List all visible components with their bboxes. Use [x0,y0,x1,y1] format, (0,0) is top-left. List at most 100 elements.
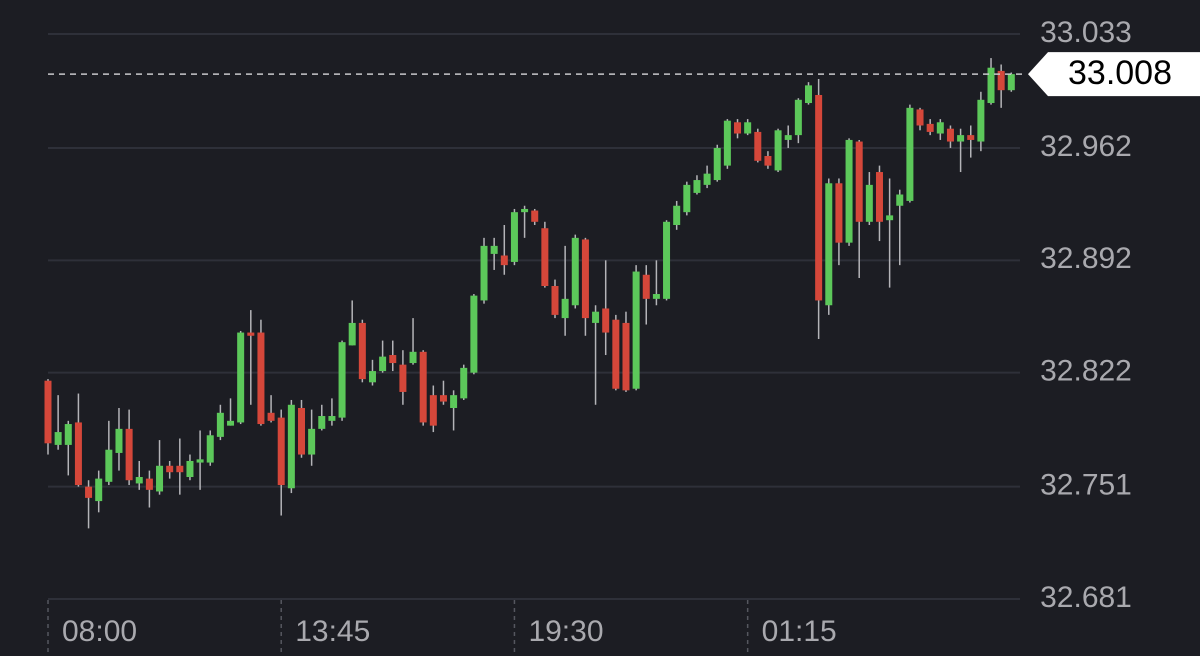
candle-body [531,210,539,222]
candle-body [74,422,82,486]
candle-body [135,477,143,484]
candle-body [399,364,407,392]
candle-body [206,435,214,463]
candle-body [622,322,630,391]
candle-body [166,465,174,473]
candle-body [105,449,113,482]
candle-body [277,417,285,486]
candle-body [652,294,660,299]
candle-body [176,465,184,473]
candle-body [703,173,711,185]
candle-body [896,194,904,206]
x-tick-label: 08:00 [62,615,137,648]
candle-body [460,367,468,399]
candle-body [835,183,843,243]
candle-body [592,311,600,323]
candle-body [490,245,498,254]
x-tick-label: 19:30 [528,615,603,648]
candle-body [845,139,853,243]
candle-body [825,183,833,306]
candle-body [287,404,295,489]
candle-body [612,319,620,389]
candle-body [794,99,802,136]
candle-body [602,308,610,333]
candle-body [916,109,924,126]
candle-body [1007,74,1015,91]
candle-body [125,428,133,481]
candle-body [95,478,103,502]
candle-body [409,351,417,364]
candle-body [521,208,529,213]
candle-body [865,184,873,222]
candle-body [429,395,437,426]
candle-body [683,184,691,213]
candle-body [754,131,762,161]
candle-body [338,342,346,418]
candle-body [237,332,245,423]
y-tick-label: 33.033 [1040,16,1132,49]
candle-body [926,123,934,132]
y-tick-label: 32.681 [1040,581,1132,614]
candle-body [379,356,387,372]
candle-body [196,459,204,463]
candle-body [450,395,458,408]
x-tick-label: 01:15 [762,615,837,648]
candle-body [713,147,721,181]
candle-body [308,428,316,455]
candle-body [693,180,701,193]
candle-body [247,332,255,336]
candle-body [267,412,275,421]
candle-body [875,172,883,222]
x-tick-label: 13:45 [295,615,370,648]
candle-body [115,428,123,453]
candle-body [44,380,52,444]
candle-body [500,255,508,266]
candle-body [348,322,356,346]
candle-body [318,416,326,429]
candle-body [480,245,488,301]
candle-body [855,141,863,222]
candle-body [298,407,305,455]
candle-body [734,122,742,134]
candle-body [774,130,782,171]
candle-body [744,122,752,134]
candle-body [957,135,965,142]
candle-body [764,155,772,166]
candle-body [673,205,681,226]
candle-body [328,416,336,421]
candle-body [64,424,72,445]
candle-body [632,271,640,389]
candle-body [581,239,589,319]
candle-body [886,215,894,221]
candle-body [541,228,549,287]
candle-body [216,412,224,437]
candle-body [946,128,954,142]
candle-body [723,120,731,166]
candle-body [906,107,914,201]
candle-body [368,371,376,383]
candle-body [936,122,944,134]
candle-body [977,99,985,142]
candle-body [227,420,235,426]
candle-body [186,460,194,478]
candle-body [54,432,62,445]
candle-body [967,135,975,140]
candle-body [145,478,153,490]
candle-body [358,322,366,380]
candle-body [663,221,671,299]
candle-body [419,351,427,423]
candle-body [987,67,995,104]
candle-body [815,94,823,301]
y-tick-label: 32.892 [1040,242,1132,275]
candle-body [551,286,559,315]
candle-body [470,295,478,373]
candle-body [439,395,447,402]
candle-body [805,85,812,104]
candle-body [997,70,1005,91]
y-tick-label: 32.751 [1040,469,1132,502]
y-tick-label: 32.962 [1040,130,1132,163]
last-price-tag [1028,52,1200,97]
candle-body [156,465,164,492]
